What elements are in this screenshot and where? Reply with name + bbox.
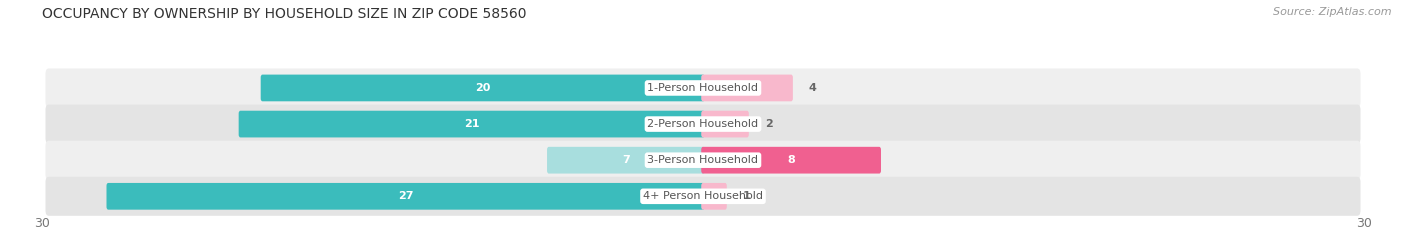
Text: 2: 2 xyxy=(765,119,772,129)
FancyBboxPatch shape xyxy=(107,183,704,210)
FancyBboxPatch shape xyxy=(702,111,749,137)
Text: 20: 20 xyxy=(475,83,491,93)
Text: 8: 8 xyxy=(787,155,794,165)
Text: 3-Person Household: 3-Person Household xyxy=(648,155,758,165)
Text: 4: 4 xyxy=(808,83,817,93)
FancyBboxPatch shape xyxy=(45,177,1361,216)
Text: 21: 21 xyxy=(464,119,479,129)
Text: 1: 1 xyxy=(742,191,751,201)
FancyBboxPatch shape xyxy=(45,141,1361,180)
FancyBboxPatch shape xyxy=(260,75,704,101)
FancyBboxPatch shape xyxy=(702,147,882,174)
FancyBboxPatch shape xyxy=(45,69,1361,107)
Text: Source: ZipAtlas.com: Source: ZipAtlas.com xyxy=(1274,7,1392,17)
Text: 27: 27 xyxy=(398,191,413,201)
Text: 2-Person Household: 2-Person Household xyxy=(647,119,759,129)
FancyBboxPatch shape xyxy=(239,111,704,137)
FancyBboxPatch shape xyxy=(702,75,793,101)
Text: 1-Person Household: 1-Person Household xyxy=(648,83,758,93)
Text: OCCUPANCY BY OWNERSHIP BY HOUSEHOLD SIZE IN ZIP CODE 58560: OCCUPANCY BY OWNERSHIP BY HOUSEHOLD SIZE… xyxy=(42,7,527,21)
FancyBboxPatch shape xyxy=(45,105,1361,144)
FancyBboxPatch shape xyxy=(702,183,727,210)
Text: 4+ Person Household: 4+ Person Household xyxy=(643,191,763,201)
Text: 7: 7 xyxy=(621,155,630,165)
FancyBboxPatch shape xyxy=(547,147,704,174)
